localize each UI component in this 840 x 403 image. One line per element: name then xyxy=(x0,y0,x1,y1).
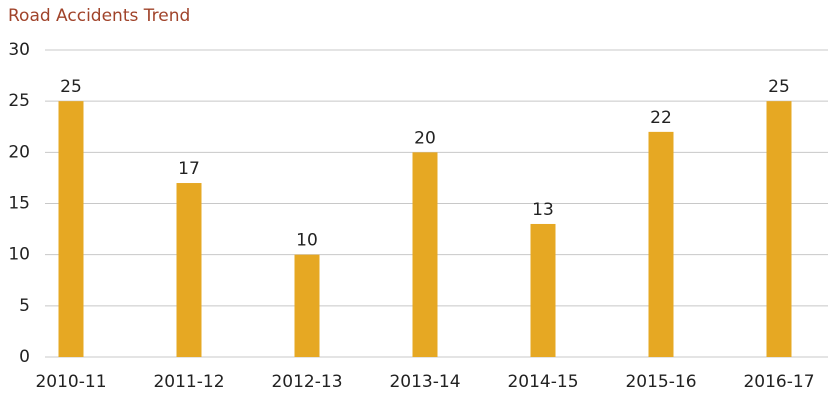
value-label: 17 xyxy=(178,159,200,179)
chart-title: Road Accidents Trend xyxy=(8,6,190,26)
x-tick-label: 2013-14 xyxy=(389,372,460,392)
x-tick-label: 2010-11 xyxy=(35,372,106,392)
bar xyxy=(294,254,320,357)
y-tick-label: 10 xyxy=(8,245,30,265)
bar xyxy=(766,101,792,358)
y-tick-label: 25 xyxy=(8,91,30,111)
value-label: 20 xyxy=(414,128,436,148)
y-tick-label: 0 xyxy=(19,347,30,367)
y-tick-label: 30 xyxy=(8,40,30,60)
value-label: 13 xyxy=(532,200,554,220)
bar xyxy=(176,183,202,357)
y-tick-label: 15 xyxy=(8,194,30,214)
bar xyxy=(412,152,438,357)
x-tick-label: 2012-13 xyxy=(271,372,342,392)
value-label: 25 xyxy=(60,77,82,97)
x-tick-label: 2011-12 xyxy=(153,372,224,392)
value-label: 25 xyxy=(768,77,790,97)
x-tick-label: 2014-15 xyxy=(507,372,578,392)
bar xyxy=(530,223,556,357)
value-label: 22 xyxy=(650,108,672,128)
y-tick-label: 20 xyxy=(8,142,30,162)
value-label: 10 xyxy=(296,231,318,251)
bar xyxy=(58,101,84,358)
y-tick-label: 5 xyxy=(19,296,30,316)
x-tick-label: 2016-17 xyxy=(743,372,814,392)
bar xyxy=(648,131,674,357)
x-tick-label: 2015-16 xyxy=(625,372,696,392)
